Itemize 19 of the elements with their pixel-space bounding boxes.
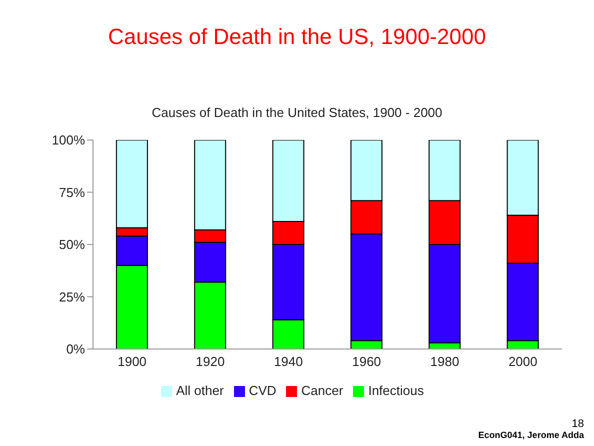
text: 18 — [570, 418, 584, 430]
y-tick-label: 75% — [58, 184, 86, 200]
x-tick-label: 1900 — [118, 354, 147, 370]
x-tick-label: 1920 — [196, 354, 225, 370]
x-tick-label: 1940 — [274, 354, 303, 370]
legend-label: CVD — [248, 383, 276, 398]
chart-title: Causes of Death in the US, 1900-2000 — [107, 24, 487, 50]
legend-label: Infectious — [368, 383, 424, 398]
x-tick-label: 1960 — [352, 354, 382, 370]
y-tick-label: 0% — [66, 342, 86, 357]
y-tick-label: 50% — [58, 237, 86, 252]
legend-label: Cancer — [301, 383, 344, 398]
text: EconG041, Jerome Adda — [478, 430, 584, 440]
x-tick-label: 1980 — [430, 354, 460, 370]
legend-label: All other — [176, 383, 224, 398]
y-tick-label: 25% — [58, 289, 86, 304]
x-tick-label: 2000 — [508, 354, 538, 370]
chart-subtitle: Causes of Death in the United States, 1900 - 2000 — [150, 105, 444, 120]
y-tick-label: 100% — [52, 132, 86, 148]
